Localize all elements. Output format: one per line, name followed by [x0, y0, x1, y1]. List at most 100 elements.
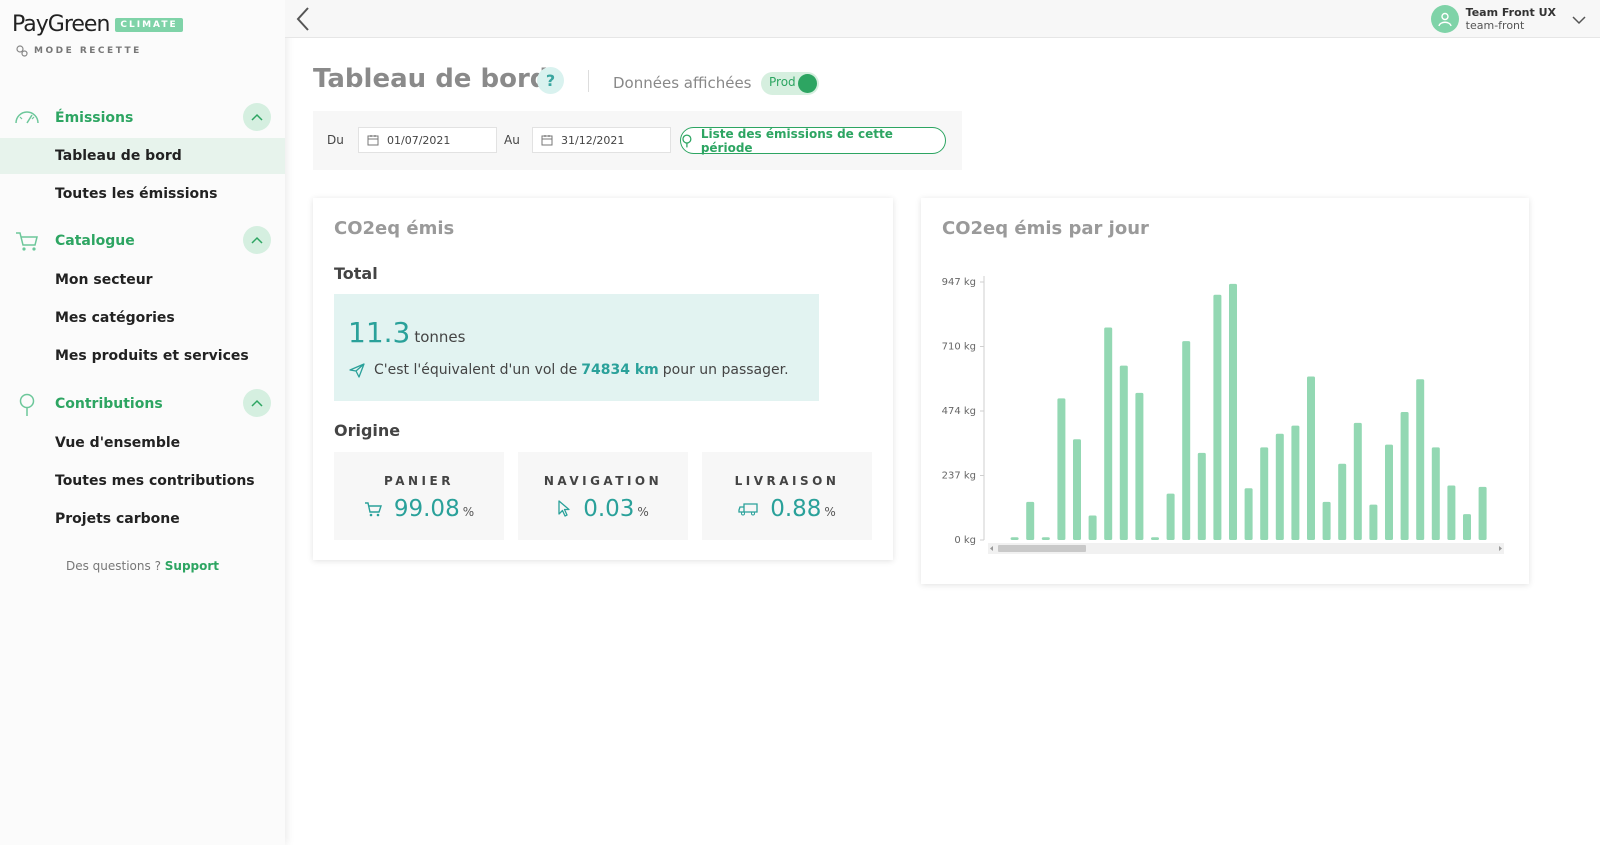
- sidebar-item-tableau-de-bord[interactable]: Tableau de bord: [0, 138, 285, 174]
- topbar: Team Front UX team-front: [285, 0, 1600, 38]
- calendar-icon: [367, 135, 379, 146]
- calendar-icon: [541, 135, 553, 146]
- scroll-left-icon: [990, 546, 993, 551]
- user-icon: [1437, 12, 1452, 27]
- chart-bar[interactable]: [1026, 501, 1035, 540]
- tree-icon: [682, 133, 692, 147]
- logo-badge: CLIMATE: [115, 17, 183, 32]
- chevron-up-icon[interactable]: [243, 103, 271, 131]
- chart-bar[interactable]: [1385, 444, 1393, 540]
- nav-section-contributions[interactable]: Contributions: [0, 385, 285, 423]
- chevron-up-icon[interactable]: [243, 226, 271, 254]
- chart-bar[interactable]: [1119, 365, 1128, 540]
- emissions-list-button[interactable]: Liste des émissions de cette période: [680, 126, 946, 155]
- chart-bar[interactable]: [1104, 327, 1113, 540]
- origin-navigation: NAVIGATION 0.03%: [518, 452, 688, 540]
- sidebar-item-mes-produits[interactable]: Mes produits et services: [55, 348, 249, 364]
- total-heading: Total: [334, 264, 378, 283]
- total-box: 11.3 tonnes C'est l'équivalent d'un vol d…: [334, 294, 819, 401]
- help-button[interactable]: ?: [537, 67, 564, 94]
- nav-section-catalogue[interactable]: Catalogue: [0, 222, 285, 260]
- from-date-input[interactable]: 01/07/2021: [358, 127, 497, 153]
- support-line: Des questions ? Support: [0, 559, 285, 573]
- chart-bar[interactable]: [1260, 447, 1269, 540]
- data-label: Données affichées: [613, 74, 752, 92]
- scrollbar-thumb: [998, 545, 1086, 552]
- chart-bar[interactable]: [1291, 425, 1300, 540]
- card-title: CO2eq émis par jour: [942, 218, 1149, 239]
- y-tick-label: 947 kg: [942, 277, 976, 288]
- chart-bar[interactable]: [1447, 485, 1456, 540]
- sidebar-item-toutes-mes-contributions[interactable]: Toutes mes contributions: [55, 473, 255, 489]
- emissions-list-label: Liste des émissions de cette période: [700, 126, 893, 155]
- y-tick-label: 474 kg: [942, 406, 976, 417]
- chart-bar[interactable]: [1057, 398, 1066, 540]
- user-menu[interactable]: Team Front UX team-front: [1430, 5, 1586, 33]
- plane-icon: [349, 363, 365, 378]
- chart-bar[interactable]: [1478, 486, 1487, 540]
- bars: [1010, 283, 1487, 540]
- y-tick-label: 710 kg: [942, 342, 976, 353]
- sidebar-item-vue-ensemble[interactable]: Vue d'ensemble: [55, 435, 181, 451]
- divider: [588, 70, 589, 92]
- origin-label: LIVRAISON: [734, 474, 840, 488]
- page-title: Tableau de bord: [313, 64, 549, 94]
- chart-bar[interactable]: [1338, 463, 1347, 540]
- date-filter-bar: Du 01/07/2021 Au 31/12/2021 Liste des ém…: [313, 111, 962, 170]
- chart-bar[interactable]: [1307, 376, 1315, 540]
- support-link[interactable]: Support: [164, 559, 220, 573]
- mode-indicator: MODE RECETTE: [16, 45, 142, 57]
- chart-bar[interactable]: [1322, 501, 1331, 540]
- chart-bar[interactable]: [1197, 452, 1206, 540]
- to-date-input[interactable]: 31/12/2021: [532, 127, 671, 153]
- chart-bar[interactable]: [1400, 411, 1409, 540]
- chart-bar[interactable]: [1463, 514, 1471, 540]
- chart-bar[interactable]: [1166, 493, 1175, 540]
- chart-bar[interactable]: [1010, 537, 1019, 540]
- co2-total-card: CO2eq émis Total 11.3 tonnes C'est l'équi…: [313, 198, 893, 560]
- chart-bar[interactable]: [1229, 283, 1237, 540]
- card-title: CO2eq émis: [334, 218, 455, 239]
- sidebar: PayGreen CLIMATE MODE RECETTE Émissions …: [0, 0, 285, 845]
- chart-bar[interactable]: [1244, 488, 1253, 540]
- chevron-up-icon[interactable]: [243, 389, 271, 417]
- back-arrow-icon[interactable]: [295, 6, 311, 36]
- sidebar-item-mes-categories[interactable]: Mes catégories: [55, 310, 175, 326]
- chevron-down-icon[interactable]: [1572, 10, 1586, 29]
- scrollbar[interactable]: [988, 543, 1504, 554]
- chart-bar[interactable]: [1416, 379, 1425, 540]
- chart-bar[interactable]: [1275, 433, 1284, 540]
- chart-bar[interactable]: [1041, 537, 1050, 540]
- truck-icon: [738, 503, 758, 516]
- gears-icon: [16, 45, 28, 57]
- user-name: Team Front UX: [1465, 6, 1556, 19]
- sidebar-item-toutes-les-emissions[interactable]: Toutes les émissions: [55, 186, 218, 202]
- chart-bar[interactable]: [1135, 392, 1144, 540]
- prod-toggle[interactable]: Prod: [761, 72, 819, 95]
- mode-label: MODE RECETTE: [34, 46, 142, 56]
- y-ticks: 0 kg 237 kg 474 kg 710 kg 947 kg: [942, 277, 984, 546]
- to-date-value: 31/12/2021: [561, 133, 625, 147]
- user-org: team-front: [1465, 19, 1525, 32]
- avatar: [1430, 5, 1459, 33]
- chart-bar[interactable]: [1088, 515, 1097, 540]
- origin-value: 0.03%: [518, 496, 688, 522]
- nav-section-emissions[interactable]: Émissions: [0, 99, 285, 137]
- total-value: 11.3 tonnes: [348, 316, 466, 349]
- chart-bar[interactable]: [1369, 504, 1378, 540]
- chart-bar[interactable]: [1151, 537, 1159, 540]
- chart-bar[interactable]: [1353, 422, 1362, 540]
- to-label: Au: [504, 133, 520, 147]
- chart-bar[interactable]: [1073, 439, 1081, 540]
- sidebar-item-projets-carbone[interactable]: Projets carbone: [55, 511, 180, 527]
- y-tick-label: 237 kg: [942, 471, 976, 482]
- sidebar-item-mon-secteur[interactable]: Mon secteur: [55, 272, 153, 288]
- from-date-value: 01/07/2021: [387, 133, 451, 147]
- origin-livraison: LIVRAISON 0.88%: [702, 452, 872, 540]
- chart-bar[interactable]: [1182, 341, 1191, 540]
- chart-bar[interactable]: [1431, 447, 1440, 540]
- toggle-label: Prod: [769, 75, 796, 89]
- logo[interactable]: PayGreen CLIMATE: [12, 12, 183, 37]
- nav-section-label: Contributions: [55, 396, 163, 412]
- chart-bar[interactable]: [1213, 294, 1222, 540]
